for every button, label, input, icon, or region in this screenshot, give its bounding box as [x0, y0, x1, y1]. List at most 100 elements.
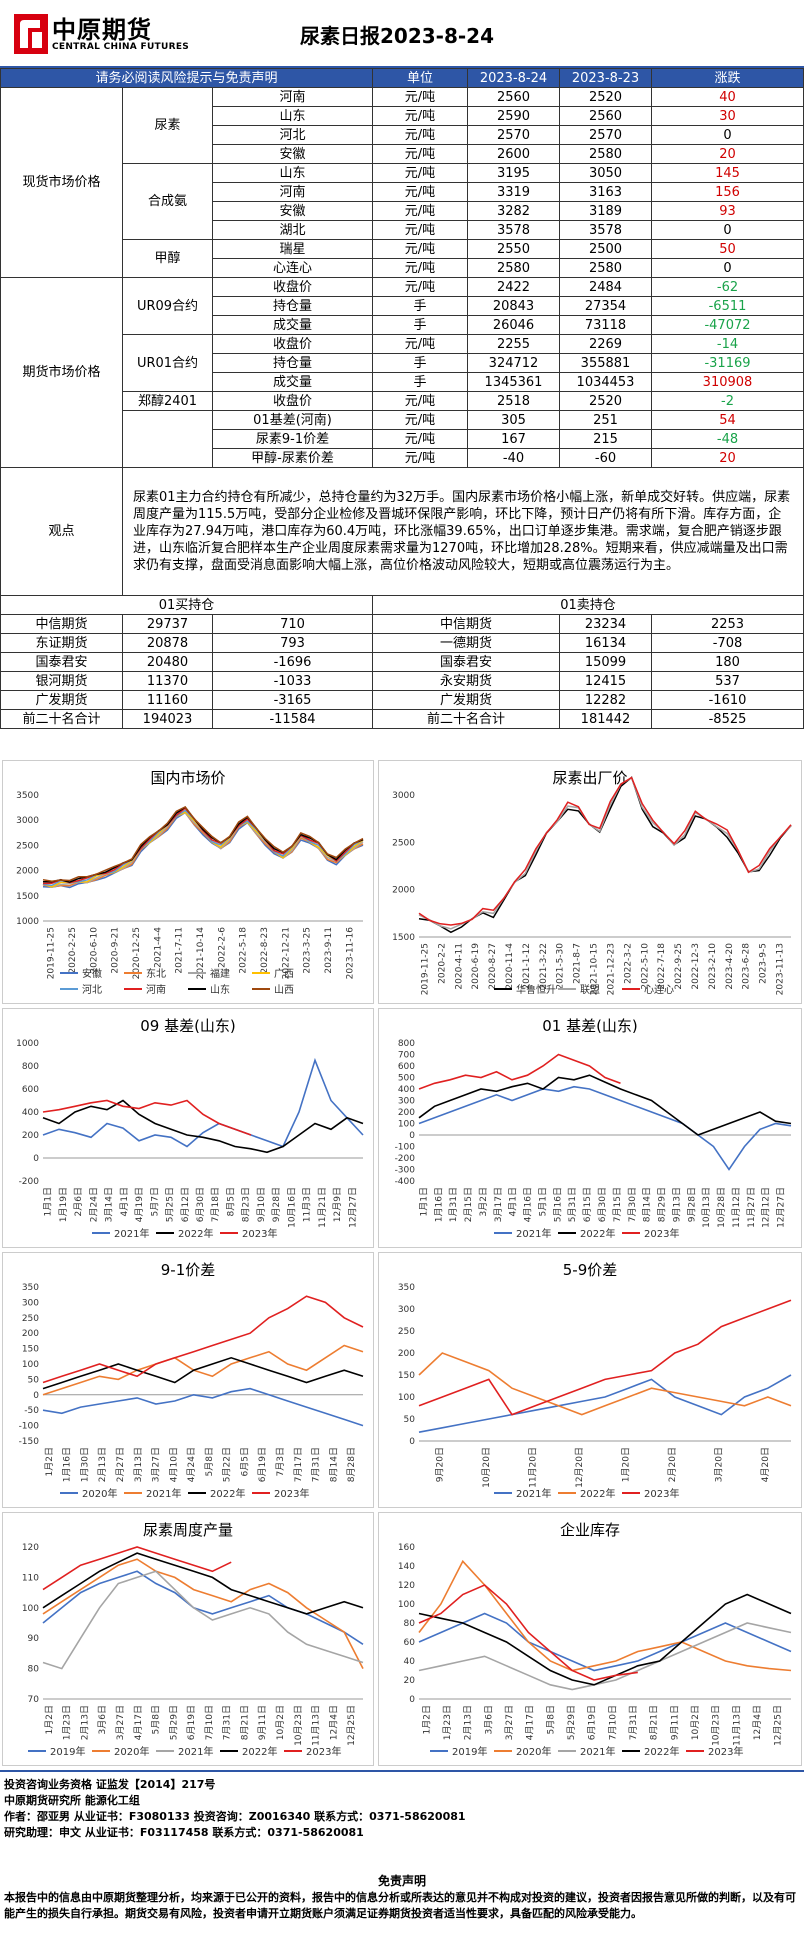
table-row: 河北 元/吨 2570 2570 0 [1, 125, 804, 145]
buy-broker: 银河期货 [0, 671, 123, 691]
buy-change: -3165 [212, 690, 373, 710]
y-tick-label: -100 [395, 1143, 416, 1153]
legend-label: 河南 [146, 983, 166, 996]
change-cell: 310908 [651, 372, 804, 392]
value-today: 26046 [467, 315, 560, 335]
legend-label: 2022年 [580, 1227, 615, 1240]
table-row: 安徽 元/吨 3282 3189 93 [1, 201, 804, 221]
y-tick-label: 1000 [16, 1039, 39, 1049]
header-date1: 2023-8-24 [467, 68, 560, 88]
legend-label: 2021年 [114, 1227, 149, 1240]
legend-label: 2021年 [580, 1745, 615, 1758]
y-tick-label: 250 [22, 1314, 39, 1324]
item-label: 持仓量 [212, 353, 373, 373]
change-cell: 0 [651, 220, 804, 240]
section-spot: 现货市场价格 [0, 87, 123, 278]
x-tick-label: 1月2日 [44, 1705, 55, 1734]
x-tick-label: 2020-2-25 [68, 927, 78, 974]
unit-cell: 手 [372, 315, 468, 335]
x-tick-label: 4月1日 [119, 1187, 130, 1216]
x-tick-label: 6月5日 [239, 1447, 250, 1476]
x-tick-label: 9月13日 [671, 1187, 682, 1222]
item-label: 湖北 [212, 220, 373, 240]
legend-label: 华鲁恒升 [516, 983, 556, 996]
positions-row: 东证期货 20878 793 一德期货 16134 -708 [0, 633, 804, 653]
x-tick-label: 2019-11-25 [47, 927, 57, 979]
x-tick-label: 10月20日 [481, 1447, 492, 1488]
x-tick-label: 3月6日 [97, 1705, 108, 1734]
x-tick-label: 5月31日 [567, 1187, 578, 1222]
chart-title: 5-9价差 [563, 1261, 618, 1279]
value-today: 2590 [467, 106, 560, 126]
sell-change: 180 [651, 652, 804, 672]
change-cell: -14 [651, 334, 804, 354]
item-label: 收盘价 [212, 277, 373, 297]
change-cell: 20 [651, 448, 804, 468]
positions-row: 国泰君安 20480 -1696 国泰君安 15099 180 [0, 652, 804, 672]
x-tick-label: 1月23日 [442, 1705, 453, 1740]
x-tick-label: 2022-2-6 [217, 927, 227, 968]
x-tick-label: 2021-10-15 [590, 943, 600, 995]
x-tick-label: 2020-9-21 [111, 927, 121, 974]
x-tick-label: 2月13日 [97, 1447, 108, 1482]
buy-value: 20878 [122, 633, 213, 653]
sell-broker: 永安期货 [372, 671, 560, 691]
buy-change: -11584 [212, 709, 373, 729]
buy-change: 793 [212, 633, 373, 653]
y-tick-label: 300 [398, 1305, 415, 1315]
x-tick-label: 6月19日 [186, 1705, 197, 1740]
chart-4: 01 基差(山东) 800 700 600 500 400 300 200 100 0 -100 -2… [378, 1008, 802, 1248]
y-tick-label: 3000 [392, 791, 415, 801]
change-cell: 0 [651, 258, 804, 278]
legend-label: 2023年 [708, 1745, 743, 1758]
x-tick-label: 4月16日 [523, 1187, 534, 1222]
buy-value: 29737 [122, 614, 213, 634]
value-today: 3282 [467, 201, 560, 221]
table-row: 期货市场价格 UR09合约 收盘价 元/吨 2422 2484 -62 [0, 277, 804, 468]
y-tick-label: 2500 [16, 841, 39, 851]
x-tick-label: 8月28日 [346, 1447, 357, 1482]
legend-label: 广西 [274, 968, 294, 980]
series-line [418, 1374, 792, 1433]
logo-text-cn: 中原期货 [52, 16, 152, 44]
legend-label: 山东 [210, 983, 230, 996]
x-tick-label: 8月14日 [642, 1187, 653, 1222]
chart-svg: 尿素周度产量 120 110 100 90 80 70 1月2日 1月23日 2月13日 3月6日 3… [22, 1521, 364, 1758]
chart-svg: 9-1价差 350 300 250 200 150 100 50 0 -50 -100 -150 1月2… [19, 1261, 364, 1500]
y-tick-label: 50 [28, 1375, 40, 1385]
positions-row: 广发期货 11160 -3165 广发期货 12282 -1610 [0, 690, 804, 710]
x-tick-label: 2023-4-20 [725, 943, 735, 990]
x-tick-label: 8月14日 [328, 1447, 339, 1482]
footer-license: 投资咨询业务资格 证监发【2014】217号 [4, 1778, 216, 1791]
x-tick-label: 3月13日 [133, 1447, 144, 1482]
series-line [418, 776, 792, 926]
y-tick-label: 700 [398, 1051, 415, 1061]
series-line [42, 809, 364, 887]
x-tick-label: 12月20日 [574, 1447, 585, 1488]
y-tick-label: 2000 [392, 886, 415, 896]
y-tick-label: 20 [404, 1676, 416, 1686]
legend-label: 2022年 [644, 1745, 679, 1758]
x-tick-label: 7月30日 [627, 1187, 638, 1222]
disclaimer-title: 免责声明 [377, 1874, 426, 1888]
series-line [418, 1593, 792, 1686]
x-tick-label: 8月23日 [241, 1187, 252, 1222]
y-tick-label: 500 [398, 1074, 415, 1084]
series-line [42, 1552, 364, 1615]
value-today: 305 [467, 410, 560, 430]
legend-label: 2022年 [210, 1487, 245, 1500]
sell-value: 12415 [559, 671, 652, 691]
y-tick-label: 600 [398, 1062, 415, 1072]
value-prev: 3578 [559, 220, 652, 240]
value-today: 2255 [467, 334, 560, 354]
y-tick-label: -400 [395, 1177, 416, 1187]
x-tick-label: 11月27日 [746, 1187, 757, 1228]
unit-cell: 元/吨 [372, 201, 468, 221]
sell-broker: 一德期货 [372, 633, 560, 653]
y-tick-label: 200 [22, 1131, 39, 1141]
x-tick-label: 2021-5-30 [556, 943, 566, 990]
x-tick-label: 5月8日 [204, 1447, 215, 1476]
unit-cell: 手 [372, 372, 468, 392]
x-tick-label: 5月8日 [151, 1705, 162, 1734]
chart-6: 5-9价差 350 300 250 200 150 100 50 0 9月20日 10月20日 11月… [378, 1252, 802, 1508]
